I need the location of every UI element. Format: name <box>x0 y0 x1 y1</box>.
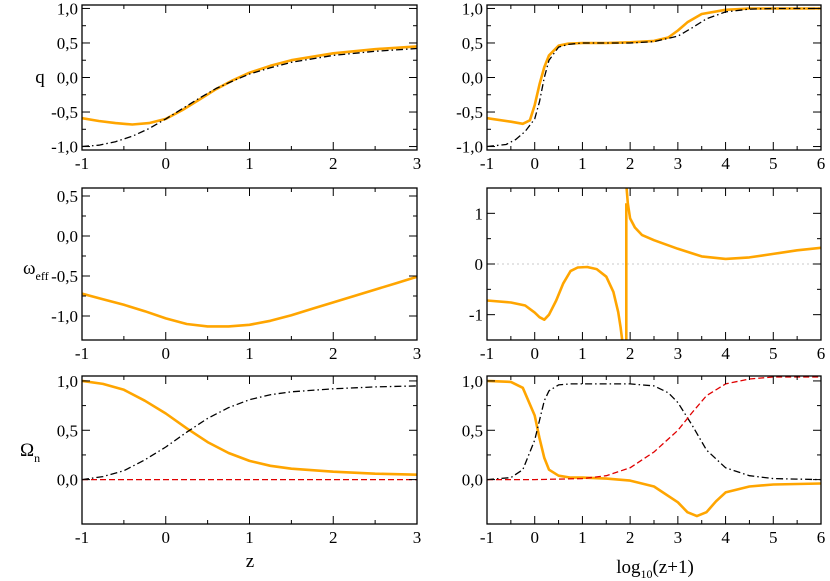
weff-axis-subscript: eff <box>36 269 49 283</box>
omega-axis-subscript: n <box>34 451 40 465</box>
x-tick-label: -1 <box>75 154 89 173</box>
y-tick-label: -1,0 <box>51 307 78 326</box>
x-tick-label: -1 <box>75 528 89 547</box>
x-tick-label: 0 <box>162 344 171 363</box>
x-tick-label: 3 <box>674 528 683 547</box>
y-tick-label: 1,0 <box>462 372 483 391</box>
series-orange-line <box>82 45 417 126</box>
x-tick-label: 4 <box>721 344 730 363</box>
series-orange-line <box>487 265 624 340</box>
y-tick-label: -1 <box>469 306 483 325</box>
y-tick-label: 0,5 <box>462 421 483 440</box>
series-black-line <box>487 7 821 148</box>
series-black-line <box>82 47 417 148</box>
x-tick-label: 2 <box>329 154 338 173</box>
omega-axis-label: Ωn <box>20 440 40 465</box>
y-tick-label: -0,5 <box>51 267 78 286</box>
x-tick-label: 1 <box>245 344 254 363</box>
log-axis-label-b: (z+1) <box>652 557 693 578</box>
series-orange-line <box>487 7 821 126</box>
panel-omega-vs-z: -1 0 1 2 3 0,0 0,5 1,0 <box>57 372 422 547</box>
weff-axis-symbol: ω <box>23 258 36 279</box>
plot-frame <box>486 375 822 525</box>
series-black-line <box>487 383 821 481</box>
y-tick-label: 1,0 <box>462 0 483 18</box>
x-tick-label: 6 <box>817 154 826 173</box>
x-tick-label: -1 <box>75 344 89 363</box>
x-tick-label: 1 <box>578 154 587 173</box>
plot-frame <box>81 187 418 341</box>
x-tick-label: 1 <box>578 344 587 363</box>
series-orange-line <box>82 275 417 328</box>
y-tick-label: 0,0 <box>57 471 78 490</box>
x-tick-label: 4 <box>721 154 730 173</box>
y-tick-label: -0,5 <box>51 103 78 122</box>
panel-omega-vs-log: -1 0 1 2 3 4 5 6 0,0 0,5 1,0 <box>462 372 826 547</box>
x-tick-label: 2 <box>626 344 635 363</box>
series-black-line <box>82 385 417 481</box>
x-tick-label: 3 <box>674 154 683 173</box>
y-tick-label: 1,0 <box>57 372 78 391</box>
y-tick-label: 0 <box>475 255 484 274</box>
y-tick-label: 1 <box>475 204 484 223</box>
x-tick-label: 5 <box>769 154 778 173</box>
x-tick-label: 2 <box>329 528 338 547</box>
x-tick-label: 6 <box>817 344 826 363</box>
x-tick-label: 2 <box>626 528 635 547</box>
panel-weff-vs-z: -1 0 1 2 3 -1,0 -0,5 0,0 0,5 <box>51 187 421 363</box>
x-tick-label: -1 <box>480 154 494 173</box>
plot-frame <box>486 4 822 151</box>
omega-axis-symbol: Ω <box>20 440 34 461</box>
series-orange-line <box>625 188 821 261</box>
y-tick-label: 1,0 <box>57 0 78 18</box>
plot-frame <box>81 4 418 151</box>
x-tick-label: 5 <box>769 528 778 547</box>
y-tick-label: -1,0 <box>456 138 483 157</box>
y-tick-label: 0,0 <box>57 227 78 246</box>
weff-axis-label: ωeff <box>23 258 49 283</box>
q-axis-label: q <box>35 67 45 88</box>
x-tick-label: 0 <box>530 154 539 173</box>
y-tick-label: 0,0 <box>462 69 483 88</box>
x-tick-label: 2 <box>329 344 338 363</box>
x-tick-label: 0 <box>162 528 171 547</box>
y-tick-label: 0,0 <box>57 69 78 88</box>
x-tick-label: 2 <box>626 154 635 173</box>
x-tick-label: -1 <box>480 344 494 363</box>
x-tick-label: 0 <box>530 344 539 363</box>
x-tick-label: 1 <box>578 528 587 547</box>
x-tick-label: 6 <box>817 528 826 547</box>
y-tick-label: 0,0 <box>462 471 483 490</box>
x-tick-label: 3 <box>413 528 422 547</box>
y-tick-label: -0,5 <box>456 103 483 122</box>
series-orange-line <box>82 379 417 476</box>
y-tick-label: 0,5 <box>462 34 483 53</box>
y-tick-label: 0,5 <box>57 34 78 53</box>
x-tick-label: 0 <box>530 528 539 547</box>
log-axis-label: log10(z+1) <box>616 557 694 581</box>
plot-frame <box>81 375 418 525</box>
y-tick-label: 0,5 <box>57 187 78 206</box>
x-tick-label: 0 <box>162 154 171 173</box>
log-axis-label-sub: 10 <box>640 567 652 581</box>
y-tick-label: 0,5 <box>57 421 78 440</box>
y-tick-label: -1,0 <box>51 138 78 157</box>
x-tick-label: 3 <box>413 344 422 363</box>
panel-q-vs-log: -1 0 1 2 3 4 5 6 -1,0 -0,5 0,0 0,5 1,0 <box>456 0 825 173</box>
panel-weff-vs-log: -1 0 1 2 3 4 5 6 -1 0 1 <box>469 187 826 363</box>
x-tick-label: 1 <box>245 528 254 547</box>
x-tick-label: -1 <box>480 528 494 547</box>
x-tick-label: 3 <box>413 154 422 173</box>
x-tick-label: 3 <box>674 344 683 363</box>
x-tick-label: 1 <box>245 154 254 173</box>
x-tick-label: 4 <box>721 528 730 547</box>
x-tick-label: 5 <box>769 344 778 363</box>
panel-q-vs-z: -1 0 1 2 3 -1,0 -0,5 0,0 0,5 1,0 <box>51 0 421 173</box>
log-axis-label-a: log <box>616 557 641 578</box>
z-axis-label: z <box>246 551 254 572</box>
series-orange-line <box>487 379 821 518</box>
